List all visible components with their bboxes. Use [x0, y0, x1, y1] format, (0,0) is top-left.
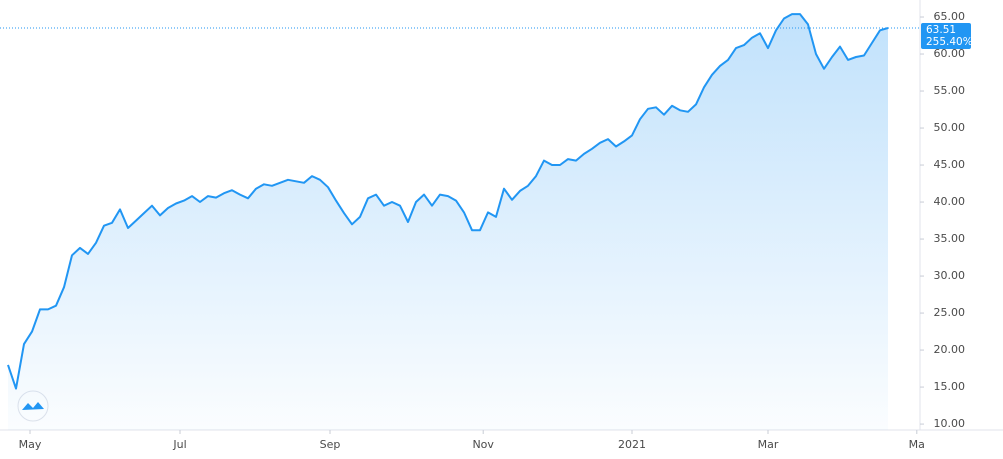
y-tick-label: 30.00: [934, 269, 966, 282]
x-tick-label: Jul: [172, 438, 186, 451]
line: [7, 13, 889, 390]
y-tick-label: 20.00: [934, 343, 966, 356]
x-tick-label: Mar: [758, 438, 779, 451]
area: [8, 14, 888, 430]
y-tick-label: 55.00: [934, 84, 966, 97]
y-tick-label: 35.00: [934, 232, 966, 245]
y-tick-label: 40.00: [934, 195, 966, 208]
x-tick-label: 2021: [618, 438, 646, 451]
y-tick-label: 60.00: [934, 47, 966, 60]
y-tick-label: 65.00: [934, 10, 966, 23]
x-tick-label: Ma: [909, 438, 925, 451]
y-tick-label: 45.00: [934, 158, 966, 171]
change-label: 255.40%: [926, 36, 973, 48]
y-tick-label: 50.00: [934, 121, 966, 134]
y-tick-label: 10.00: [934, 417, 966, 430]
x-tick-label: Nov: [472, 438, 494, 451]
y-tick-label: 25.00: [934, 306, 966, 319]
x-tick-label: May: [19, 438, 42, 451]
last-price-box: [921, 23, 971, 50]
y-tick-label: 15.00: [934, 380, 966, 393]
last-price-label: 63.51: [926, 24, 956, 36]
x-tick-label: Sep: [320, 438, 341, 451]
